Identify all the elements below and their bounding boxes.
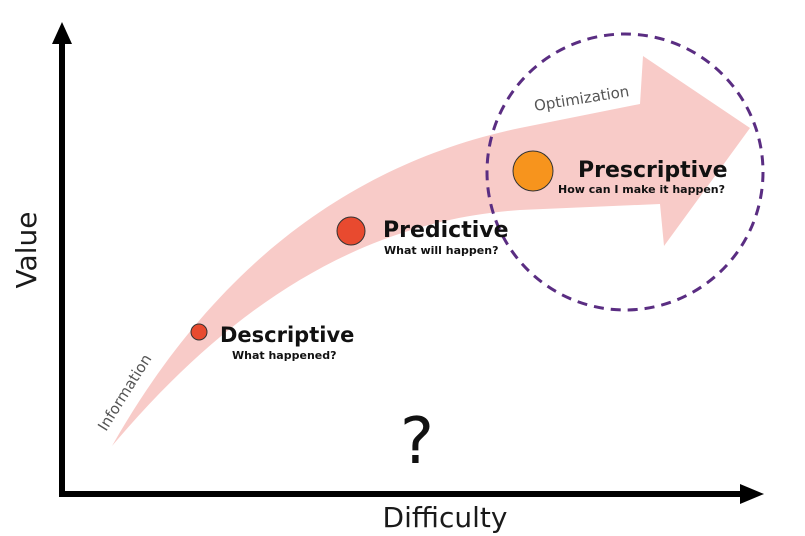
stage-prescriptive: Prescriptive How can I make it happen? [512, 150, 728, 196]
stage-dot-predictive [336, 216, 366, 246]
x-axis-arrowhead [740, 484, 764, 504]
stage-dot-prescriptive [512, 150, 554, 192]
x-axis-label: Difficulty [383, 501, 508, 534]
stage-question-predictive: What will happen? [384, 244, 498, 257]
stage-question-descriptive: What happened? [232, 349, 336, 362]
y-axis-label: Value [10, 212, 43, 289]
prescriptive-highlight-circle [485, 32, 765, 312]
stage-title-predictive: Predictive [383, 218, 509, 243]
stage-question-prescriptive: How can I make it happen? [558, 183, 725, 196]
stage-dot-descriptive [190, 323, 208, 341]
y-axis-arrowhead [52, 22, 72, 44]
stage-descriptive: Descriptive What happened? [190, 323, 354, 362]
axes [52, 22, 764, 504]
progression-arrow [112, 56, 750, 446]
question-mark: ? [400, 405, 434, 479]
stage-title-descriptive: Descriptive [220, 323, 354, 347]
stage-predictive: Predictive What will happen? [336, 216, 509, 257]
stage-title-prescriptive: Prescriptive [578, 158, 728, 183]
